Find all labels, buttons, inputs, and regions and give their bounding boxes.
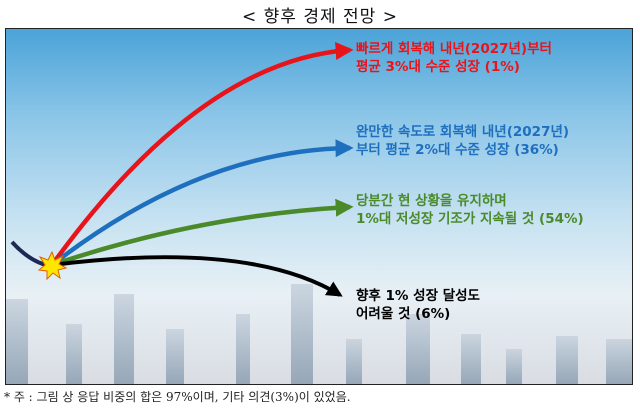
skyline-building	[406, 314, 430, 384]
skyline-building	[461, 334, 481, 384]
page-title: < 향후 경제 전망 >	[242, 7, 398, 27]
scenario-text-line: 1%대 저성장 기조가 지속될 것 (54%)	[356, 211, 584, 227]
scenario-text-line: 빠르게 회복해 내년(2027년)부터	[356, 41, 552, 57]
scenario-text-line: 향후 1% 성장 달성도	[356, 288, 480, 304]
scenario-label-status-quo: 당분간 현 상황을 유지하며 1%대 저성장 기조가 지속될 것 (54%)	[356, 192, 584, 228]
skyline-building	[236, 314, 250, 384]
curve-fast-recovery	[50, 41, 354, 267]
curve-below-1pct	[51, 255, 343, 297]
scenario-text-line: 부터 평균 2%대 수준 성장 (36%)	[356, 142, 559, 158]
skyline-building	[6, 299, 28, 384]
skyline-building	[506, 349, 522, 384]
scenario-label-gradual: 완만한 속도로 회복해 내년(2027년) 부터 평균 2%대 수준 성장 (36…	[356, 123, 569, 159]
skyline-building	[166, 329, 184, 384]
curve-gradual-recovery	[50, 139, 354, 267]
burst-icon	[37, 250, 68, 281]
skyline-building	[606, 339, 632, 384]
footnote: * 주 : 그림 상 응답 비중의 합은 97%이며, 기타 의견(3%)이 있…	[4, 390, 351, 404]
skyline-building	[114, 294, 134, 384]
scenario-text-line: 당분간 현 상황을 유지하며	[356, 193, 507, 209]
skyline-building	[291, 284, 313, 384]
illustration-frame	[5, 28, 633, 385]
skyline-building	[346, 339, 362, 384]
scenario-text-line: 어려울 것 (6%)	[356, 306, 451, 322]
skyline-building	[66, 324, 82, 384]
scenario-text-line: 완만한 속도로 회복해 내년(2027년)	[356, 124, 570, 140]
curve-status-quo	[51, 198, 354, 268]
skyline-building	[556, 336, 578, 384]
scenario-text-line: 평균 3%대 수준 성장 (1%)	[356, 59, 520, 75]
